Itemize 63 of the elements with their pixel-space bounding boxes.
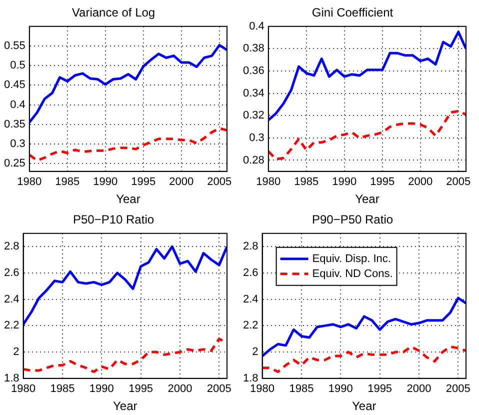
y-tick-label: 0.4 <box>10 98 26 111</box>
legend-label: Equiv. Disp. Inc. <box>312 252 391 265</box>
x-tick-label: 2000 <box>406 383 432 396</box>
y-tick-label: 0.36 <box>242 65 264 78</box>
x-tick-label: 1995 <box>370 176 395 188</box>
y-tick-label: 0.28 <box>242 154 264 166</box>
x-tick-label: 1990 <box>89 383 114 396</box>
x-tick-label: 1990 <box>93 176 118 188</box>
x-axis-title: Year <box>355 192 380 206</box>
x-tick-label: 1985 <box>289 383 314 396</box>
y-tick-label: 0.55 <box>4 40 26 52</box>
y-tick-label: 2.8 <box>4 240 20 253</box>
x-tick-label: 1995 <box>368 383 392 396</box>
y-tick-label: 2.4 <box>4 293 20 306</box>
y-tick-label: 2.2 <box>242 320 258 332</box>
legend-label: Equiv. ND Cons. <box>312 268 393 280</box>
x-axis-title: Year <box>352 399 376 414</box>
chart-title: P90−P50 Ratio <box>312 212 394 227</box>
x-tick-label: 1990 <box>332 176 357 188</box>
y-tick-label: 0.4 <box>249 20 264 32</box>
y-tick-label: 2.2 <box>4 320 20 332</box>
x-tick-label: 2000 <box>169 176 194 188</box>
x-tick-label: 2000 <box>168 383 192 396</box>
x-axis-title: Year <box>116 192 140 206</box>
x-tick-label: 2005 <box>446 383 470 396</box>
x-tick-label: 2005 <box>446 176 471 188</box>
y-tick-label: 0.32 <box>242 110 264 122</box>
line-series <box>268 110 466 160</box>
y-tick-label: 2.8 <box>242 240 258 253</box>
x-tick-label: 2000 <box>408 176 433 188</box>
x-tick-label: 2005 <box>207 176 232 188</box>
y-tick-label: 2 <box>252 346 258 358</box>
line-series <box>29 127 227 162</box>
y-tick-label: 2.6 <box>242 266 258 279</box>
y-tick-label: 0.38 <box>242 42 264 55</box>
x-tick-label: 1990 <box>328 383 353 396</box>
y-tick-label: 2 <box>13 346 20 358</box>
y-tick-label: 2.6 <box>4 266 20 279</box>
y-tick-label: 0.3 <box>10 138 26 150</box>
y-tick-label: 0.25 <box>4 158 26 170</box>
line-series <box>262 346 466 374</box>
x-tick-label: 1985 <box>50 383 75 396</box>
y-tick-label: 0.35 <box>4 118 26 130</box>
x-tick-label: 1995 <box>128 383 154 396</box>
x-tick-label: 1985 <box>55 176 80 188</box>
x-axis-title: Year <box>113 399 138 414</box>
chart-title: P50−P10 Ratio <box>72 212 154 227</box>
x-tick-label: 1980 <box>256 176 281 188</box>
x-tick-label: 1980 <box>17 176 42 188</box>
y-tick-label: 1.8 <box>4 372 20 384</box>
y-tick-label: 0.34 <box>242 87 264 100</box>
chart-title: Gini Coefficient <box>312 6 394 20</box>
chart-title: Variance of Log <box>72 6 156 20</box>
x-tick-label: 1980 <box>11 383 36 396</box>
y-tick-label: 0.45 <box>4 79 26 92</box>
y-tick-label: 0.3 <box>249 132 264 144</box>
y-tick-label: 0.5 <box>10 60 26 72</box>
x-tick-label: 2005 <box>206 383 232 396</box>
y-tick-label: 1.8 <box>242 372 258 384</box>
x-tick-label: 1995 <box>131 176 156 188</box>
x-tick-label: 1980 <box>250 383 275 396</box>
x-tick-label: 1985 <box>294 176 319 188</box>
y-tick-label: 2.4 <box>242 293 258 306</box>
